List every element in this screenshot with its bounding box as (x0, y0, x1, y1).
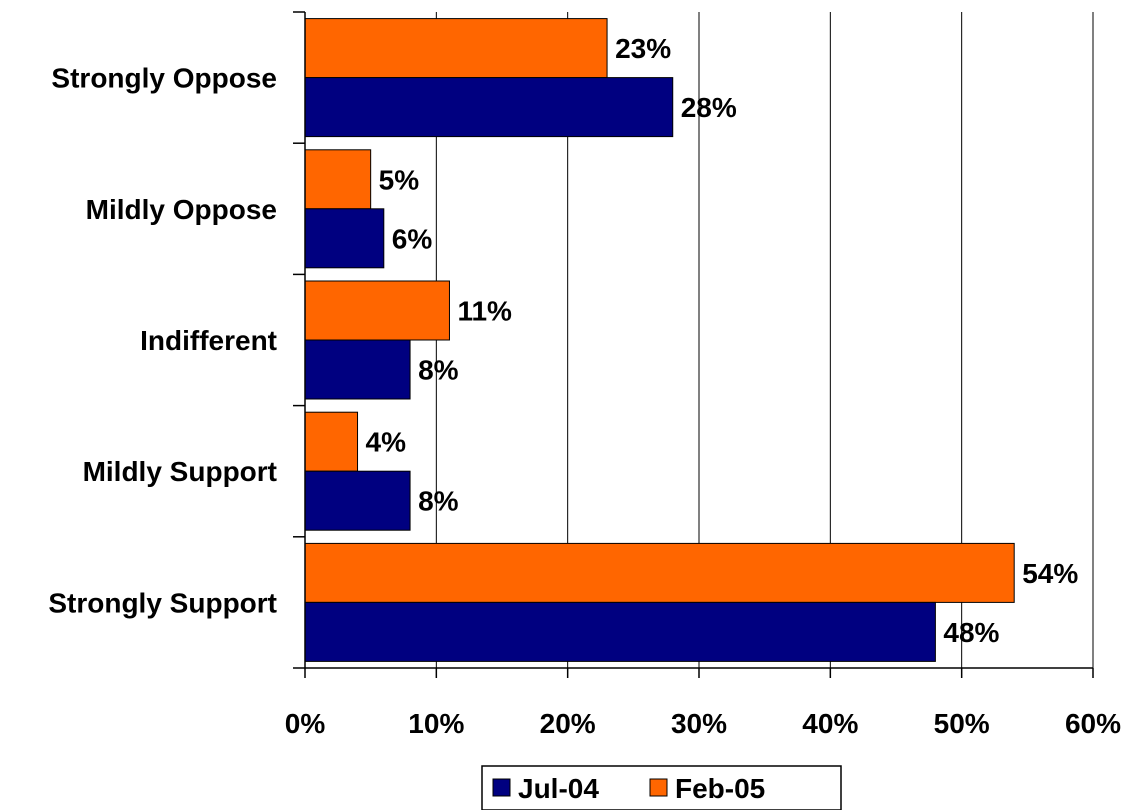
category-labels: Strongly Oppose Mildly Oppose Indifferent M… (48, 63, 277, 619)
data-label: 8% (418, 355, 459, 386)
bar-feb-05 (304, 18, 608, 79)
legend-swatch-feb-05 (649, 778, 668, 797)
x-tick-label: 10% (408, 708, 464, 739)
x-tick-label: 50% (934, 708, 990, 739)
legend-swatch-jul-04 (492, 778, 511, 797)
data-label: 5% (379, 164, 420, 195)
category-label: Strongly Support (48, 587, 277, 618)
x-tick-label: 20% (540, 708, 596, 739)
bar-jul-04 (304, 339, 411, 400)
category-label: Mildly Oppose (86, 194, 277, 225)
bar-jul-04 (304, 77, 674, 138)
x-tick-label: 40% (802, 708, 858, 739)
data-label: 8% (418, 486, 459, 517)
bar-jul-04 (304, 470, 411, 531)
bar-feb-05 (304, 542, 1015, 603)
data-label: 11% (457, 296, 512, 327)
category-label: Indifferent (140, 325, 277, 356)
data-label: 28% (681, 92, 737, 123)
bar-feb-05 (304, 280, 450, 341)
x-tick-label: 60% (1065, 708, 1121, 739)
bar-jul-04 (304, 208, 385, 269)
data-label: 23% (615, 33, 671, 64)
data-label: 48% (943, 617, 999, 648)
bars (304, 18, 1015, 662)
data-label: 54% (1022, 558, 1078, 589)
bar-feb-05 (304, 149, 372, 210)
category-label: Strongly Oppose (51, 63, 277, 94)
bar-feb-05 (304, 411, 359, 472)
tick-labels: 0% 10% 20% 30% 40% 50% 60% (285, 708, 1121, 739)
data-labels: 23% 28% 5% 6% 11% 8% 4% 8% 54% 48% (366, 33, 1079, 648)
data-label: 6% (392, 223, 433, 254)
legend: Jul-04 Feb-05 (481, 765, 842, 810)
legend-label: Feb-05 (675, 773, 765, 804)
bar-jul-04 (304, 601, 936, 662)
data-label: 4% (366, 427, 407, 458)
x-tick-label: 0% (285, 708, 326, 739)
category-label: Mildly Support (83, 456, 277, 487)
legend-label: Jul-04 (518, 773, 599, 804)
axes (293, 11, 1094, 678)
x-tick-label: 30% (671, 708, 727, 739)
